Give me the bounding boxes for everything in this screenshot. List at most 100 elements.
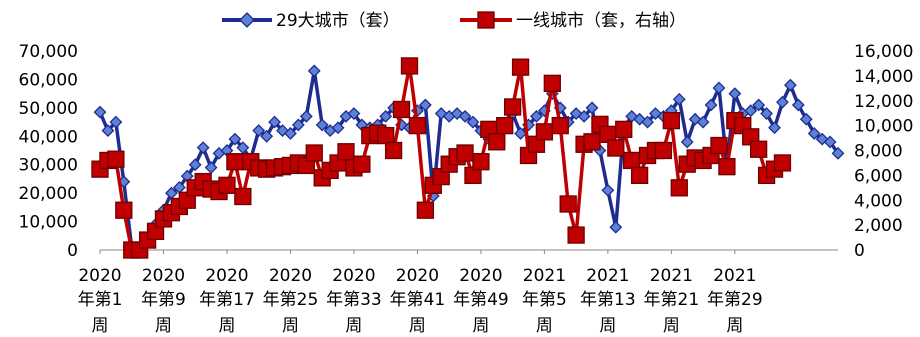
right-tick-label: 6,000 [854, 166, 903, 186]
right-tick-label: 2,000 [854, 216, 903, 236]
data-point-29-cities [196, 141, 210, 155]
data-point-29-cities [799, 112, 813, 126]
data-point-tier1-cities [408, 116, 427, 135]
right-y-axis: 0 2,000 4,000 6,000 8,000 10,000 12,000 14,000 1… [854, 42, 913, 261]
x-tick-year: 2020 [396, 266, 439, 286]
data-point-tier1-cities [115, 201, 133, 219]
x-tick-unit: 周 [155, 316, 172, 336]
left-tick-label: 0 [67, 241, 78, 261]
data-point-29-cities [768, 121, 781, 135]
data-point-29-cities [109, 115, 123, 129]
data-point-29-cities [577, 109, 591, 123]
data-point-29-cities [744, 104, 758, 118]
x-tick-unit: 周 [282, 316, 299, 336]
data-point-tier1-cities [384, 141, 403, 160]
data-point-tier1-cities [543, 74, 561, 92]
legend-marker-29-cities [239, 12, 255, 28]
data-point-29-cities [331, 121, 345, 135]
data-point-29-cities [672, 92, 686, 106]
data-point-29-cities [514, 127, 527, 140]
data-point-29-cities [228, 132, 242, 146]
data-point-29-cities [680, 135, 694, 149]
data-point-tier1-cities [337, 143, 355, 161]
data-point-tier1-cities [710, 136, 728, 155]
data-point-29-cities [831, 146, 845, 160]
data-point-29-cities [252, 124, 266, 138]
data-point-29-cities [601, 183, 615, 197]
x-tick-unit: 周 [409, 316, 426, 336]
data-point-tier1-cities [488, 133, 506, 151]
data-point-tier1-cities [511, 58, 530, 76]
plot-area [91, 57, 845, 259]
data-point-tier1-cities [353, 155, 371, 173]
data-point-29-cities [696, 115, 710, 129]
x-tick-week: 年第5 [522, 290, 567, 310]
data-point-29-cities [418, 98, 432, 112]
left-tick-label: 40,000 [19, 127, 78, 147]
data-point-tier1-cities [583, 133, 601, 151]
data-point-29-cities [609, 220, 623, 234]
left-tick-label: 30,000 [19, 156, 78, 176]
data-point-tier1-cities [305, 144, 323, 162]
x-tick-week: 年第33 [326, 290, 382, 310]
x-tick-unit: 周 [218, 316, 235, 336]
data-point-29-cities [260, 129, 274, 143]
x-tick-year: 2020 [142, 266, 185, 286]
data-point-29-cities [458, 109, 472, 123]
data-point-29-cities [823, 135, 837, 149]
right-tick-label: 16,000 [854, 42, 913, 62]
data-point-tier1-cities [630, 166, 649, 185]
right-tick-label: 4,000 [854, 191, 903, 211]
data-point-29-cities [807, 127, 821, 140]
data-point-29-cities [585, 101, 599, 115]
x-tick-year: 2021 [523, 266, 566, 286]
right-tick-label: 12,000 [854, 92, 913, 112]
x-tick-unit: 周 [536, 316, 553, 336]
x-tick-year: 2020 [459, 266, 502, 286]
data-point-29-cities [776, 95, 789, 109]
data-point-tier1-cities [654, 141, 673, 160]
data-point-tier1-cities [718, 158, 736, 176]
right-tick-label: 14,000 [854, 67, 913, 87]
x-tick-unit: 周 [345, 316, 362, 336]
data-point-tier1-cities [567, 226, 585, 244]
data-point-29-cities [712, 81, 726, 95]
data-point-29-cities [379, 109, 393, 123]
x-tick-week: 年第9 [141, 290, 186, 310]
data-point-29-cities [728, 87, 742, 101]
data-point-29-cities [284, 127, 297, 140]
x-tick-unit: 周 [726, 316, 743, 336]
x-tick-week: 年第25 [263, 290, 319, 310]
right-tick-label: 10,000 [854, 117, 913, 137]
x-tick-year: 2021 [650, 266, 693, 286]
data-point-tier1-cities [496, 116, 514, 135]
data-point-29-cities [530, 109, 543, 123]
data-point-tier1-cities [551, 116, 569, 135]
right-tick-label: 0 [854, 241, 865, 261]
data-point-tier1-cities [218, 176, 236, 194]
data-point-tier1-cities [472, 153, 490, 171]
data-point-tier1-cities [226, 153, 244, 171]
left-tick-label: 70,000 [19, 42, 78, 62]
legend-label-29-cities: 29大城市（套） [276, 11, 400, 31]
x-tick-year: 2020 [205, 266, 248, 286]
data-point-tier1-cities [607, 139, 625, 157]
data-point-29-cities [299, 109, 313, 123]
legend-marker-tier1-cities [477, 11, 495, 29]
left-tick-label: 20,000 [19, 184, 78, 204]
left-tick-label: 50,000 [19, 99, 78, 119]
data-point-29-cities [268, 115, 281, 129]
data-point-tier1-cities [234, 187, 252, 206]
left-y-axis: 0 10,000 20,000 30,000 40,000 50,000 60,000 70,… [19, 42, 78, 261]
data-point-tier1-cities [377, 126, 395, 145]
data-point-29-cities [791, 98, 805, 112]
data-point-29-cities [347, 107, 361, 120]
data-point-tier1-cities [623, 151, 641, 170]
data-point-tier1-cities [535, 123, 554, 141]
data-point-29-cities [188, 158, 202, 172]
data-point-tier1-cities [662, 112, 681, 130]
x-tick-year: 2021 [713, 266, 756, 286]
data-point-tier1-cities [416, 201, 435, 219]
data-point-29-cities [291, 118, 305, 132]
x-tick-unit: 周 [92, 316, 109, 336]
